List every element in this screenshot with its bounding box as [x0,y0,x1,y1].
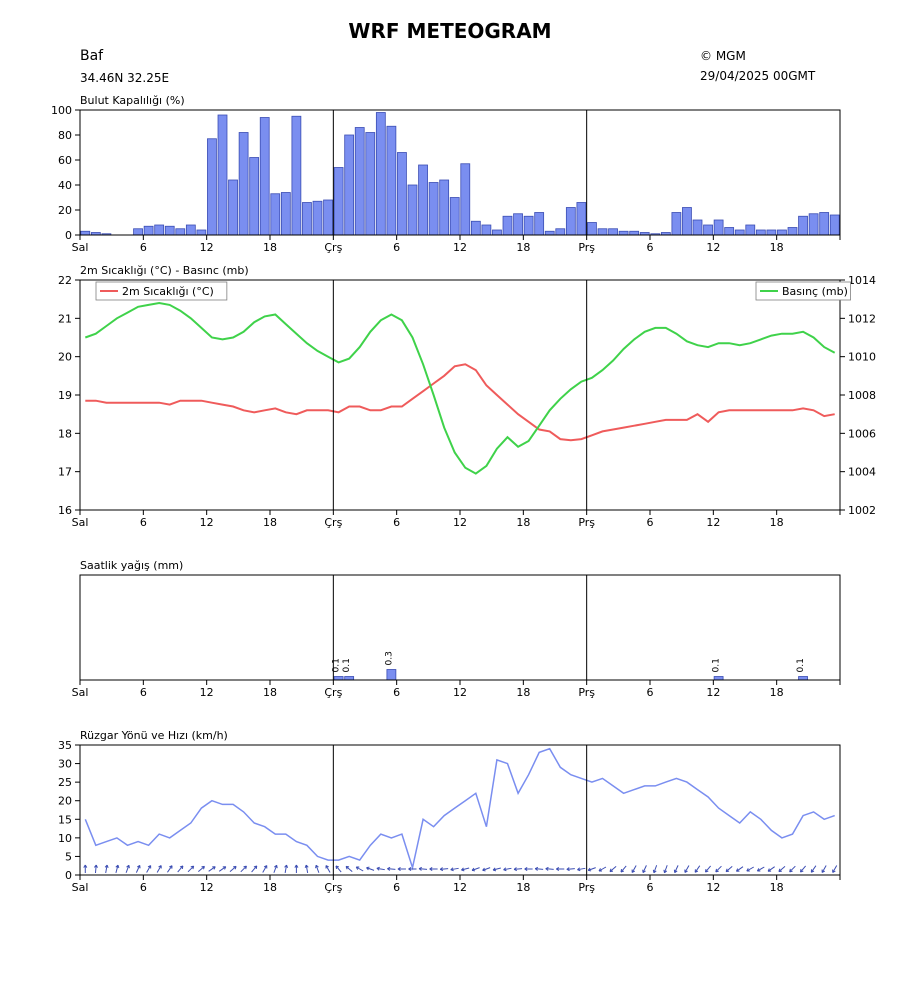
svg-text:0.1: 0.1 [712,658,722,672]
svg-text:12: 12 [706,686,720,699]
svg-text:0.1: 0.1 [796,658,806,672]
svg-text:Prş: Prş [578,241,595,254]
svg-text:16: 16 [58,504,72,517]
svg-text:12: 12 [200,516,214,529]
svg-text:Prş: Prş [578,881,595,894]
svg-text:Baf: Baf [80,48,104,64]
svg-text:Sal: Sal [72,516,89,529]
svg-text:18: 18 [770,686,784,699]
svg-text:6: 6 [647,881,654,894]
svg-text:6: 6 [393,881,400,894]
svg-text:6: 6 [393,241,400,254]
svg-text:2m Sıcaklığı (°C) - Basınc (mb: 2m Sıcaklığı (°C) - Basınc (mb) [80,264,249,277]
svg-text:Basınç (mb): Basınç (mb) [782,285,848,298]
svg-text:WRF METEOGRAM: WRF METEOGRAM [348,19,551,43]
svg-text:Sal: Sal [72,881,89,894]
svg-text:12: 12 [453,686,467,699]
svg-text:Sal: Sal [72,686,89,699]
svg-text:6: 6 [393,516,400,529]
svg-text:1006: 1006 [848,427,876,440]
svg-text:34.46N 32.25E: 34.46N 32.25E [80,71,169,85]
svg-text:5: 5 [65,850,72,863]
svg-text:Saatlik yağış (mm): Saatlik yağış (mm) [80,559,183,572]
svg-text:2m Sıcaklığı (°C): 2m Sıcaklığı (°C) [122,285,214,298]
svg-text:Prş: Prş [578,686,595,699]
svg-text:Rüzgar Yönü ve Hızı (km/h): Rüzgar Yönü ve Hızı (km/h) [80,729,228,742]
svg-text:1004: 1004 [848,466,876,479]
svg-text:18: 18 [516,686,530,699]
svg-text:Sal: Sal [72,241,89,254]
svg-text:15: 15 [58,813,72,826]
svg-text:35: 35 [58,739,72,752]
svg-text:6: 6 [647,686,654,699]
svg-text:6: 6 [647,516,654,529]
svg-text:18: 18 [770,881,784,894]
svg-text:10: 10 [58,832,72,845]
svg-text:Çrş: Çrş [324,686,342,699]
svg-text:Bulut Kapalılığı (%): Bulut Kapalılığı (%) [80,94,185,107]
svg-text:0.1: 0.1 [342,658,352,672]
svg-text:Çrş: Çrş [324,881,342,894]
svg-text:6: 6 [140,241,147,254]
svg-text:12: 12 [453,881,467,894]
svg-text:80: 80 [58,129,72,142]
svg-text:12: 12 [706,881,720,894]
svg-text:22: 22 [58,274,72,287]
svg-text:12: 12 [453,241,467,254]
svg-text:6: 6 [393,686,400,699]
svg-text:20: 20 [58,204,72,217]
svg-text:25: 25 [58,776,72,789]
svg-text:6: 6 [140,881,147,894]
svg-text:12: 12 [706,516,720,529]
svg-text:18: 18 [770,241,784,254]
svg-text:40: 40 [58,179,72,192]
svg-text:6: 6 [647,241,654,254]
svg-text:19: 19 [58,389,72,402]
svg-text:21: 21 [58,312,72,325]
svg-text:20: 20 [58,795,72,808]
svg-text:© MGM: © MGM [700,49,746,63]
svg-text:12: 12 [453,516,467,529]
svg-text:12: 12 [200,241,214,254]
svg-text:0.3: 0.3 [384,651,394,665]
svg-text:18: 18 [263,686,277,699]
svg-text:29/04/2025 00GMT: 29/04/2025 00GMT [700,69,816,83]
svg-text:100: 100 [51,104,72,117]
svg-text:Çrş: Çrş [324,516,342,529]
svg-text:6: 6 [140,686,147,699]
svg-text:Prş: Prş [578,516,595,529]
svg-text:18: 18 [263,881,277,894]
svg-text:12: 12 [200,881,214,894]
svg-text:18: 18 [516,516,530,529]
svg-text:18: 18 [263,241,277,254]
svg-text:6: 6 [140,516,147,529]
svg-text:60: 60 [58,154,72,167]
svg-text:1014: 1014 [848,274,876,287]
svg-text:1010: 1010 [848,351,876,364]
svg-text:18: 18 [263,516,277,529]
svg-text:18: 18 [516,241,530,254]
svg-text:1002: 1002 [848,504,876,517]
svg-text:12: 12 [706,241,720,254]
svg-text:18: 18 [516,881,530,894]
svg-text:20: 20 [58,351,72,364]
svg-text:Çrş: Çrş [324,241,342,254]
meteogram: WRF METEOGRAM Baf 34.46N 32.25E © MGM 29/04/… [0,0,900,1000]
svg-text:17: 17 [58,466,72,479]
svg-text:12: 12 [200,686,214,699]
svg-text:1008: 1008 [848,389,876,402]
svg-text:1012: 1012 [848,312,876,325]
svg-text:30: 30 [58,758,72,771]
svg-text:18: 18 [58,427,72,440]
svg-text:18: 18 [770,516,784,529]
